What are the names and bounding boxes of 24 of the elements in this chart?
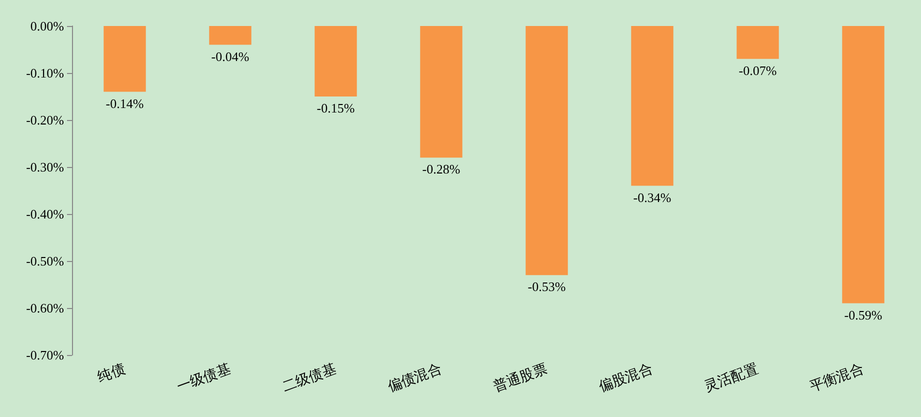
y-tick-label: -0.60% [26, 300, 64, 316]
x-tick-label: 普通股票 [490, 360, 550, 396]
x-tick-label: 偏股混合 [596, 361, 655, 396]
data-label: -0.07% [738, 62, 777, 78]
y-tick-label: -0.30% [26, 160, 64, 174]
x-tick-label: 一级债基 [174, 361, 233, 396]
y-tick-label: -0.40% [26, 206, 64, 222]
x-tick-label: 灵活配置 [702, 361, 760, 396]
x-tick-label: 二级债基 [280, 361, 338, 396]
data-label: -0.53% [528, 279, 566, 294]
data-label: -0.15% [316, 100, 355, 116]
data-label: -0.14% [106, 96, 144, 111]
y-tick-label: -0.70% [26, 348, 64, 362]
data-label: -0.59% [844, 307, 882, 322]
data-label: -0.04% [211, 48, 250, 64]
y-tick-label: -0.10% [26, 66, 64, 80]
y-tick-label: 0.00% [30, 18, 64, 34]
y-tick-label: -0.50% [26, 254, 64, 268]
x-tick-label: 纯债 [96, 361, 128, 386]
y-tick-label: -0.20% [26, 112, 64, 128]
data-label: -0.34% [633, 190, 672, 205]
x-tick-label: 平衡混合 [808, 361, 866, 396]
x-tick-label: 偏债混合 [386, 361, 444, 396]
data-label: -0.28% [422, 162, 460, 177]
